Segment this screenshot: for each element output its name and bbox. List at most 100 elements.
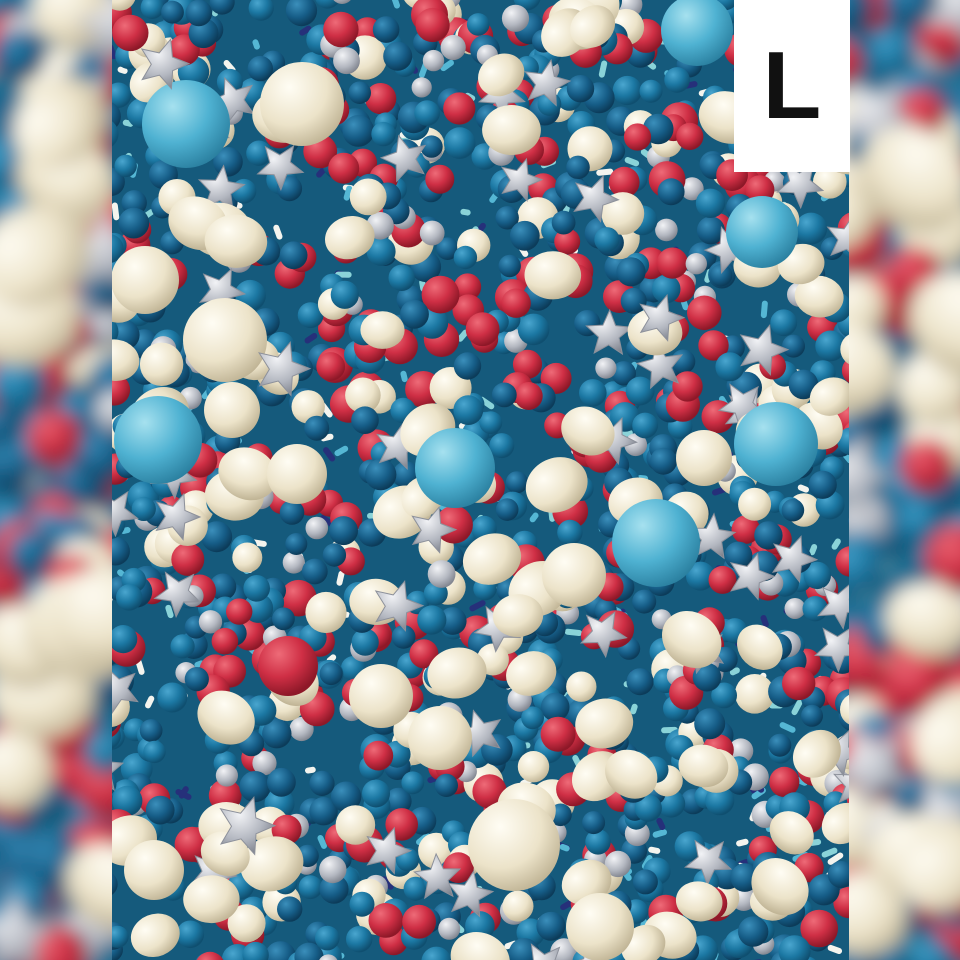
sprinkle-bead bbox=[348, 81, 372, 104]
sprinkle-bead bbox=[502, 890, 534, 922]
silver-star-sprinkle bbox=[530, 943, 561, 960]
sprinkle-bead bbox=[319, 855, 347, 884]
sprinkle-bead bbox=[279, 500, 305, 525]
sprinkle-bead bbox=[301, 558, 328, 585]
sprinkle-bead bbox=[611, 361, 636, 386]
sprinkle-bead bbox=[501, 288, 531, 318]
cream-heart-sprinkle bbox=[506, 651, 557, 696]
jimmy-sprinkle bbox=[304, 332, 318, 344]
jimmy-sprinkle bbox=[336, 570, 345, 586]
sprinkle-bead bbox=[453, 395, 484, 425]
large-candy-bead bbox=[566, 893, 634, 960]
silver-star-sprinkle bbox=[813, 627, 849, 673]
large-candy-bead bbox=[114, 396, 202, 484]
large-candy-bead bbox=[124, 840, 184, 900]
cream-heart-sprinkle bbox=[112, 339, 140, 381]
sprinkle-bead bbox=[316, 352, 346, 381]
sprinkle-bead bbox=[323, 11, 359, 48]
sprinkle-bead bbox=[421, 946, 452, 960]
sprinkle-bead bbox=[414, 100, 440, 126]
sprinkle-bead bbox=[298, 875, 323, 900]
sprinkle-bead bbox=[616, 257, 646, 287]
sprinkle-bead bbox=[801, 704, 823, 727]
sprinkle-bead bbox=[438, 607, 467, 635]
sprinkle-bead bbox=[342, 114, 375, 147]
sprinkle-bead bbox=[0, 0, 20, 18]
sprinkle-bead bbox=[694, 708, 726, 740]
sprinkle-bead bbox=[781, 498, 805, 522]
sprinkle-bead bbox=[305, 591, 347, 634]
sprinkle-bead bbox=[657, 178, 685, 206]
sprinkle-bead bbox=[686, 561, 715, 591]
sprinkle-bead bbox=[363, 740, 394, 771]
sprinkle-bead bbox=[595, 357, 617, 379]
sprinkle-bead bbox=[112, 14, 149, 52]
sprinkle-bead bbox=[883, 647, 950, 715]
sprinkle-bead bbox=[769, 766, 800, 798]
sprinkle-bead bbox=[911, 940, 956, 960]
sprinkle-bead bbox=[738, 916, 769, 947]
sprinkle-bead bbox=[582, 811, 606, 835]
sprinkle-bead bbox=[112, 82, 132, 108]
sprinkle-bead bbox=[795, 212, 828, 245]
sprinkle-bead bbox=[272, 607, 295, 631]
cream-heart-sprinkle bbox=[794, 275, 844, 318]
silver-star-sprinkle bbox=[379, 134, 427, 183]
sprinkle-bead bbox=[840, 694, 849, 725]
jimmy-sprinkle bbox=[559, 843, 570, 852]
jimmy-sprinkle bbox=[791, 699, 803, 716]
cream-heart-sprinkle bbox=[737, 624, 783, 670]
cream-heart-sprinkle bbox=[0, 205, 90, 308]
sprinkle-bead bbox=[319, 954, 338, 960]
cream-heart-sprinkle bbox=[183, 875, 240, 924]
cream-heart-sprinkle bbox=[204, 214, 268, 268]
sprinkle-bead bbox=[112, 925, 129, 948]
sprinkle-bead bbox=[304, 415, 330, 441]
sprinkle-bead bbox=[676, 122, 704, 150]
sprinkle-bead bbox=[388, 264, 415, 291]
silver-star-sprinkle bbox=[219, 796, 277, 856]
large-candy-bead bbox=[142, 80, 230, 168]
jimmy-sprinkle bbox=[334, 445, 349, 457]
sprinkle-bead bbox=[403, 876, 428, 901]
silver-star-sprinkle bbox=[140, 37, 191, 90]
large-candy-bead bbox=[258, 636, 318, 696]
sprinkle-bead bbox=[438, 917, 461, 940]
sprinkle-bead bbox=[695, 188, 726, 218]
cream-heart-sprinkle bbox=[860, 125, 960, 234]
jimmy-sprinkle bbox=[564, 628, 583, 636]
silver-star-sprinkle bbox=[258, 341, 312, 397]
sprinkle-bead bbox=[696, 216, 725, 245]
sprinkle-bead bbox=[417, 605, 447, 635]
cream-heart-sprinkle bbox=[575, 698, 634, 749]
jimmy-sprinkle bbox=[320, 514, 335, 527]
cream-heart-sprinkle bbox=[661, 611, 722, 669]
silver-star-sprinkle bbox=[729, 552, 776, 601]
sprinkle-bead bbox=[479, 411, 503, 434]
sprinkle-bead bbox=[309, 797, 338, 826]
sprinkle-bead bbox=[808, 470, 837, 499]
sprinkle-bead bbox=[368, 903, 404, 938]
sprinkle-bead bbox=[655, 218, 678, 242]
jimmy-sprinkle bbox=[736, 838, 749, 847]
sprinkle-bead bbox=[501, 4, 530, 32]
cream-heart-sprinkle bbox=[218, 447, 278, 501]
large-candy-bead bbox=[204, 382, 260, 438]
sprinkle-bead bbox=[262, 719, 292, 749]
sprinkle-bead bbox=[896, 499, 943, 546]
sprinkle-bead bbox=[517, 313, 550, 346]
sprinkle-bead bbox=[305, 516, 329, 540]
cream-heart-sprinkle bbox=[769, 811, 814, 855]
sprinkle-bead bbox=[319, 662, 343, 686]
sprinkle-bead bbox=[335, 805, 376, 845]
sprinkle-bead bbox=[330, 280, 359, 309]
sprinkle-bead bbox=[692, 662, 722, 692]
sprinkle-bead bbox=[495, 206, 519, 230]
cream-heart-sprinkle bbox=[130, 913, 180, 958]
jimmy-sprinkle bbox=[112, 202, 120, 221]
sprinkle-bead bbox=[827, 861, 849, 888]
sprinkle-bead bbox=[594, 227, 620, 253]
jimmy-sprinkle bbox=[598, 60, 608, 78]
sprinkle-bead bbox=[31, 0, 111, 48]
sprinkle-bead bbox=[349, 178, 387, 216]
